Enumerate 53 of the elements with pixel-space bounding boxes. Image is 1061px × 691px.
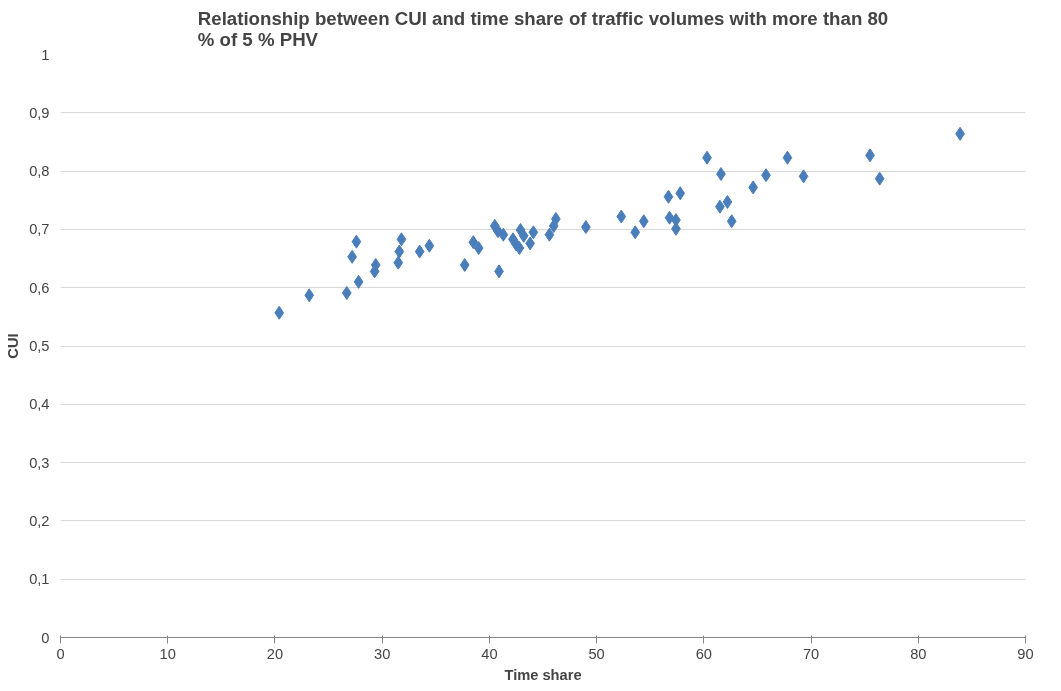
y-tick-label: 0 [41, 629, 50, 646]
point [498, 227, 509, 242]
point [544, 227, 555, 242]
point [351, 234, 362, 249]
y-tick-label: 1 [41, 46, 50, 63]
x-tick-label: 30 [374, 645, 391, 662]
point [675, 186, 686, 201]
point [663, 189, 674, 204]
point [664, 210, 675, 225]
point [528, 225, 539, 240]
point [396, 232, 407, 247]
y-tick-label: 0,2 [29, 512, 50, 529]
point [726, 214, 737, 229]
point [638, 214, 649, 229]
point [393, 255, 404, 270]
x-tick-label: 80 [910, 645, 927, 662]
y-tick-label: 0,6 [29, 279, 50, 296]
x-tick-label: 50 [588, 645, 605, 662]
y-tick-label: 0,9 [29, 104, 50, 121]
x-tick-label: 60 [695, 645, 712, 662]
x-tick-label: 20 [266, 645, 284, 662]
y-tick-label: 0,3 [29, 454, 50, 471]
point [782, 150, 793, 165]
point [514, 241, 525, 256]
point [798, 169, 809, 184]
point [473, 241, 484, 256]
point [304, 288, 315, 303]
x-axis-title: Time share [504, 666, 582, 683]
point [414, 244, 425, 259]
point [459, 257, 470, 272]
point [468, 235, 479, 250]
x-tick-label: 70 [802, 645, 820, 662]
x-tick-label: 10 [159, 645, 176, 662]
point [424, 238, 435, 253]
y-tick-label: 0,4 [29, 396, 50, 413]
x-tick-label: 90 [1017, 645, 1034, 662]
point [616, 209, 627, 224]
x-tick-label: 0 [56, 645, 65, 662]
point [874, 171, 885, 186]
point [353, 274, 364, 289]
y-axis-title: CUI [5, 333, 22, 359]
x-tick-label: 40 [481, 645, 498, 662]
y-tick-label: 0,7 [29, 221, 50, 238]
point [630, 225, 641, 240]
y-tick-label: 0,8 [29, 163, 50, 180]
chart-title: Relationship between CUI and time share of traffic volumes with more than 80 % of 5 % PHV [197, 7, 889, 50]
y-tick-label: 0,1 [29, 571, 50, 588]
point [370, 257, 381, 272]
point [394, 244, 405, 259]
point [722, 195, 733, 209]
y-tick-label: 0,5 [29, 338, 50, 354]
point [341, 285, 352, 300]
point [274, 305, 285, 320]
